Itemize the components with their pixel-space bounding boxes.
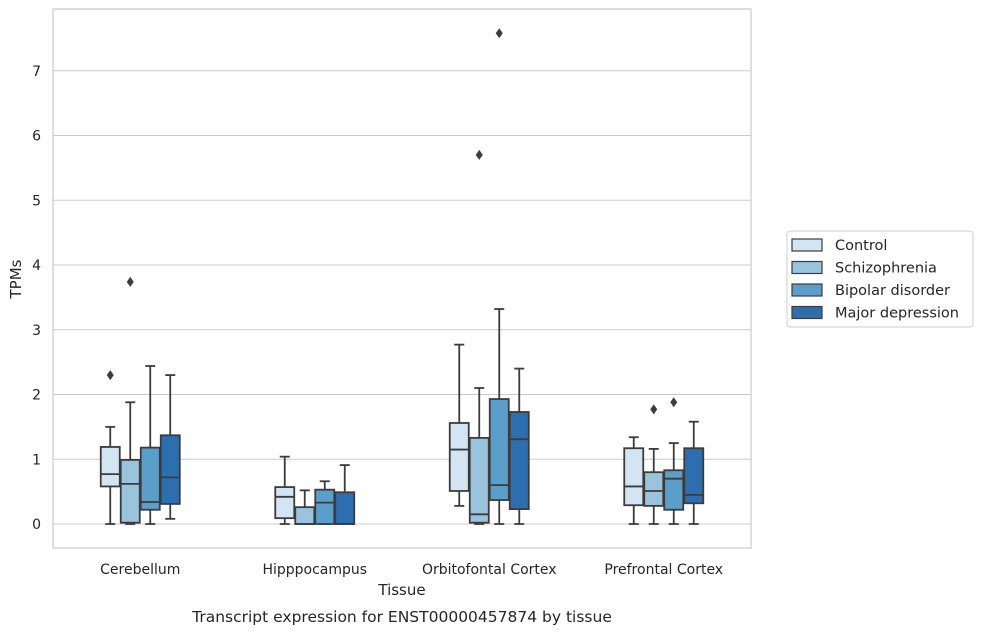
box-iqr	[99, 446, 121, 488]
box-control	[274, 455, 296, 525]
y-axis-label: TPMs	[7, 259, 25, 299]
box-iqr	[643, 471, 665, 507]
y-tick-label: 5	[32, 193, 41, 209]
legend-label: Control	[835, 238, 887, 254]
box-iqr	[274, 486, 296, 520]
box-bipolar-disorder	[139, 365, 161, 525]
outlier-point	[106, 370, 114, 381]
x-tick-label: Prefrontal Cortex	[604, 562, 723, 578]
x-tick-label: Hipppocampus	[262, 562, 367, 578]
box-bipolar-disorder	[663, 397, 685, 525]
x-tick-label: Orbitofontal Cortex	[422, 562, 557, 578]
box-schizophrenia	[119, 276, 141, 525]
legend-swatch	[791, 283, 823, 297]
legend-label: Schizophrenia	[835, 261, 937, 277]
legend-swatch	[791, 238, 823, 252]
plot-frame	[52, 8, 752, 549]
box-iqr	[314, 488, 336, 525]
box-control	[448, 343, 470, 507]
y-tick-label: 2	[32, 388, 41, 404]
box-iqr	[683, 447, 705, 505]
box-iqr	[139, 446, 161, 511]
box-major-depression	[159, 374, 181, 520]
box-iqr	[468, 436, 490, 524]
box-major-depression	[508, 367, 530, 525]
y-tick-label: 3	[32, 323, 41, 339]
box-iqr	[159, 434, 181, 505]
y-tick-label: 7	[32, 64, 41, 80]
outlier-point	[475, 149, 483, 160]
y-tick-label: 1	[32, 452, 41, 468]
legend-swatch	[791, 305, 823, 320]
legend-label: Bipolar disorder	[835, 283, 950, 299]
box-schizophrenia	[643, 404, 665, 525]
box-control	[99, 370, 121, 525]
legend-frame	[786, 230, 974, 328]
outlier-point	[650, 404, 658, 415]
box-major-depression	[683, 420, 705, 525]
legend: Control Schizophrenia Bipolar disorder Majo…	[786, 230, 974, 328]
outlier-point	[670, 397, 678, 408]
x-tick-labels: Cerebellum Hipppocampus Orbitofontal Corte…	[100, 562, 723, 578]
box-iqr	[508, 411, 530, 511]
box-schizophrenia	[294, 489, 316, 525]
box-major-depression	[334, 464, 356, 525]
boxes	[99, 28, 705, 525]
box-iqr	[119, 458, 141, 524]
box-iqr	[294, 506, 316, 525]
box-iqr	[663, 469, 685, 511]
legend-swatch	[791, 260, 823, 275]
figure-caption: Transcript expression for ENST0000045787…	[191, 608, 612, 626]
y-tick-labels: 0 1 2 3 4 5 6 7	[32, 64, 41, 533]
x-tick-label: Cerebellum	[100, 562, 180, 578]
box-iqr	[623, 447, 645, 507]
box-bipolar-disorder	[488, 28, 510, 525]
box-iqr	[448, 422, 470, 492]
outlier-point	[495, 28, 503, 39]
y-tick-label: 4	[32, 258, 41, 274]
x-axis-label: Tissue	[377, 581, 425, 599]
box-iqr	[488, 398, 510, 501]
outlier-point	[126, 276, 134, 287]
box-bipolar-disorder	[314, 480, 336, 525]
box-control	[623, 436, 645, 525]
y-tick-label: 0	[32, 517, 41, 533]
legend-label: Major depression	[835, 306, 959, 322]
box-schizophrenia	[468, 149, 490, 525]
y-tick-label: 6	[32, 129, 41, 145]
box-iqr	[334, 491, 356, 525]
